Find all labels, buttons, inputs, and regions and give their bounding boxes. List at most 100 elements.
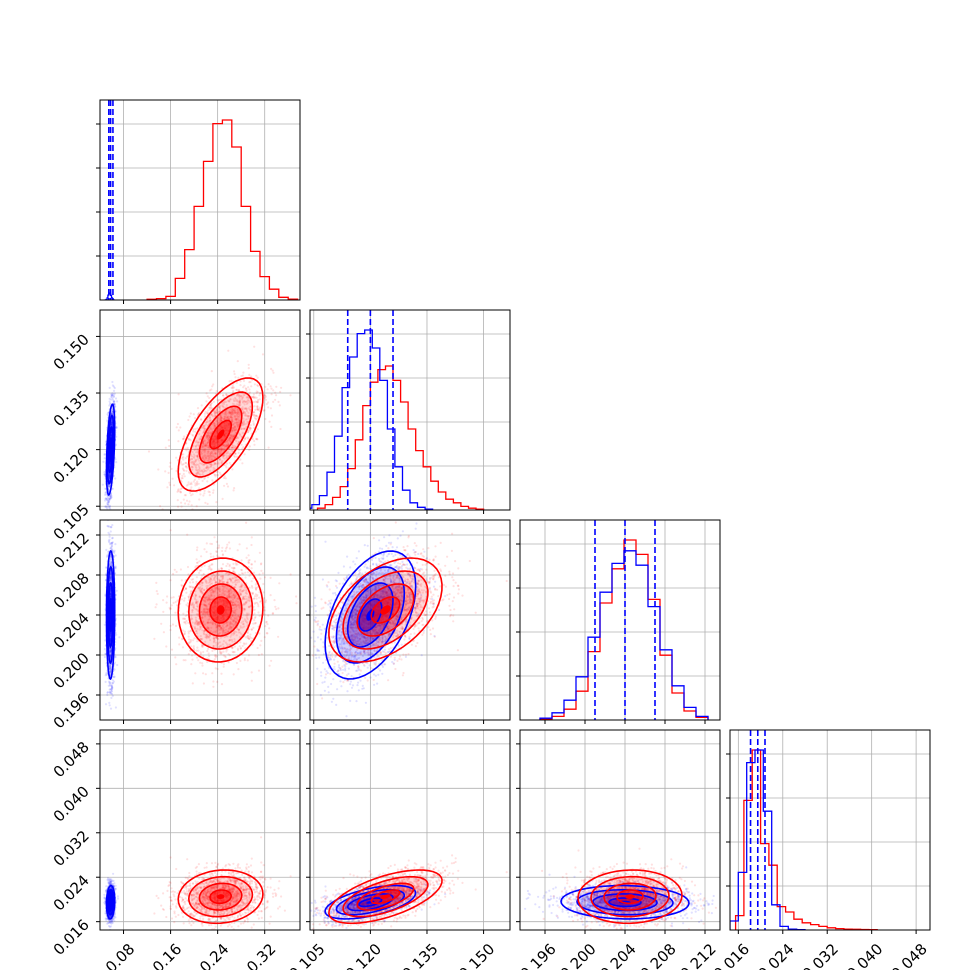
sample-point <box>249 405 252 408</box>
sample-point <box>248 408 251 411</box>
sample-point <box>190 617 193 620</box>
sample-point <box>112 399 115 403</box>
sample-point <box>215 410 218 413</box>
sample-point <box>103 453 106 456</box>
sample-point <box>208 416 212 419</box>
sample-point <box>108 473 111 476</box>
sample-point <box>204 449 207 452</box>
sample-point <box>235 421 238 424</box>
sample-point <box>212 400 215 403</box>
sample-point <box>231 647 234 650</box>
sample-point <box>221 549 224 553</box>
sample-point <box>278 404 281 407</box>
sample-point <box>197 477 201 480</box>
sample-point <box>231 427 235 430</box>
sample-point <box>195 466 198 469</box>
sample-point <box>203 412 206 415</box>
sample-point <box>246 422 249 425</box>
contour-line <box>187 391 254 478</box>
sample-point <box>241 462 244 465</box>
sample-point <box>188 470 191 473</box>
sample-point <box>204 596 207 600</box>
sample-point <box>221 405 224 408</box>
sample-point <box>110 494 113 497</box>
sample-point <box>253 443 256 446</box>
sample-point <box>231 426 234 429</box>
sample-point <box>254 396 257 399</box>
sample-point <box>212 427 215 430</box>
sample-point <box>217 448 220 451</box>
sample-point <box>234 376 237 379</box>
sample-point <box>234 411 237 414</box>
sample-point <box>109 648 112 651</box>
sample-point <box>201 592 204 595</box>
sample-point <box>229 398 232 401</box>
sample-point <box>213 449 216 452</box>
sample-point <box>109 495 112 498</box>
sample-point <box>200 436 203 439</box>
sample-point <box>247 396 250 399</box>
sample-point <box>187 483 190 486</box>
sample-point <box>213 424 216 427</box>
sample-point <box>239 384 242 387</box>
sample-point <box>108 525 111 528</box>
sample-point <box>198 468 201 471</box>
sample-point <box>237 394 240 397</box>
sample-point <box>107 484 111 487</box>
sample-point <box>176 490 179 493</box>
sample-point <box>244 601 247 604</box>
sample-point <box>205 421 208 424</box>
sample-point <box>252 395 255 398</box>
contour-line <box>108 436 113 462</box>
sample-point <box>197 468 200 472</box>
sample-point <box>191 461 194 464</box>
sample-point <box>248 426 251 429</box>
sample-point <box>215 452 218 455</box>
sample-point <box>239 433 242 436</box>
sample-point <box>207 446 210 449</box>
sample-point <box>225 581 229 584</box>
sample-point <box>240 590 244 593</box>
sample-point <box>207 420 210 423</box>
sample-point <box>107 484 111 487</box>
sample-point <box>195 469 199 472</box>
sample-point <box>111 524 114 527</box>
sample-point <box>232 412 235 415</box>
sample-point <box>217 587 220 590</box>
sample-point <box>218 457 222 461</box>
sample-point <box>113 668 116 671</box>
sample-point <box>196 561 199 564</box>
sample-point <box>180 487 184 490</box>
sample-point <box>230 410 233 413</box>
sample-point <box>181 467 184 470</box>
sample-point <box>201 471 204 474</box>
sample-point <box>201 445 204 448</box>
sample-point <box>188 500 191 503</box>
sample-point <box>190 466 193 469</box>
sample-point <box>110 542 113 545</box>
sample-point <box>216 474 220 477</box>
sample-point <box>264 417 267 421</box>
sample-point <box>206 468 209 471</box>
sample-point <box>201 587 204 590</box>
sample-point <box>183 435 186 438</box>
sample-point <box>110 667 113 670</box>
sample-point <box>226 444 229 447</box>
sample-point <box>182 458 185 461</box>
sample-point <box>211 414 214 417</box>
sample-point <box>246 396 249 399</box>
sample-point <box>248 381 251 384</box>
sample-point <box>232 620 235 623</box>
sample-point <box>228 411 231 414</box>
sample-point <box>218 408 221 411</box>
sample-point <box>246 420 249 423</box>
sample-point <box>104 513 106 515</box>
sample-point <box>214 456 217 459</box>
sample-point <box>218 624 221 627</box>
y-tick-label: 0.120 <box>50 444 93 487</box>
sample-point <box>202 611 206 614</box>
sample-point <box>107 501 110 504</box>
sample-point <box>114 477 117 480</box>
sample-point <box>238 404 241 407</box>
